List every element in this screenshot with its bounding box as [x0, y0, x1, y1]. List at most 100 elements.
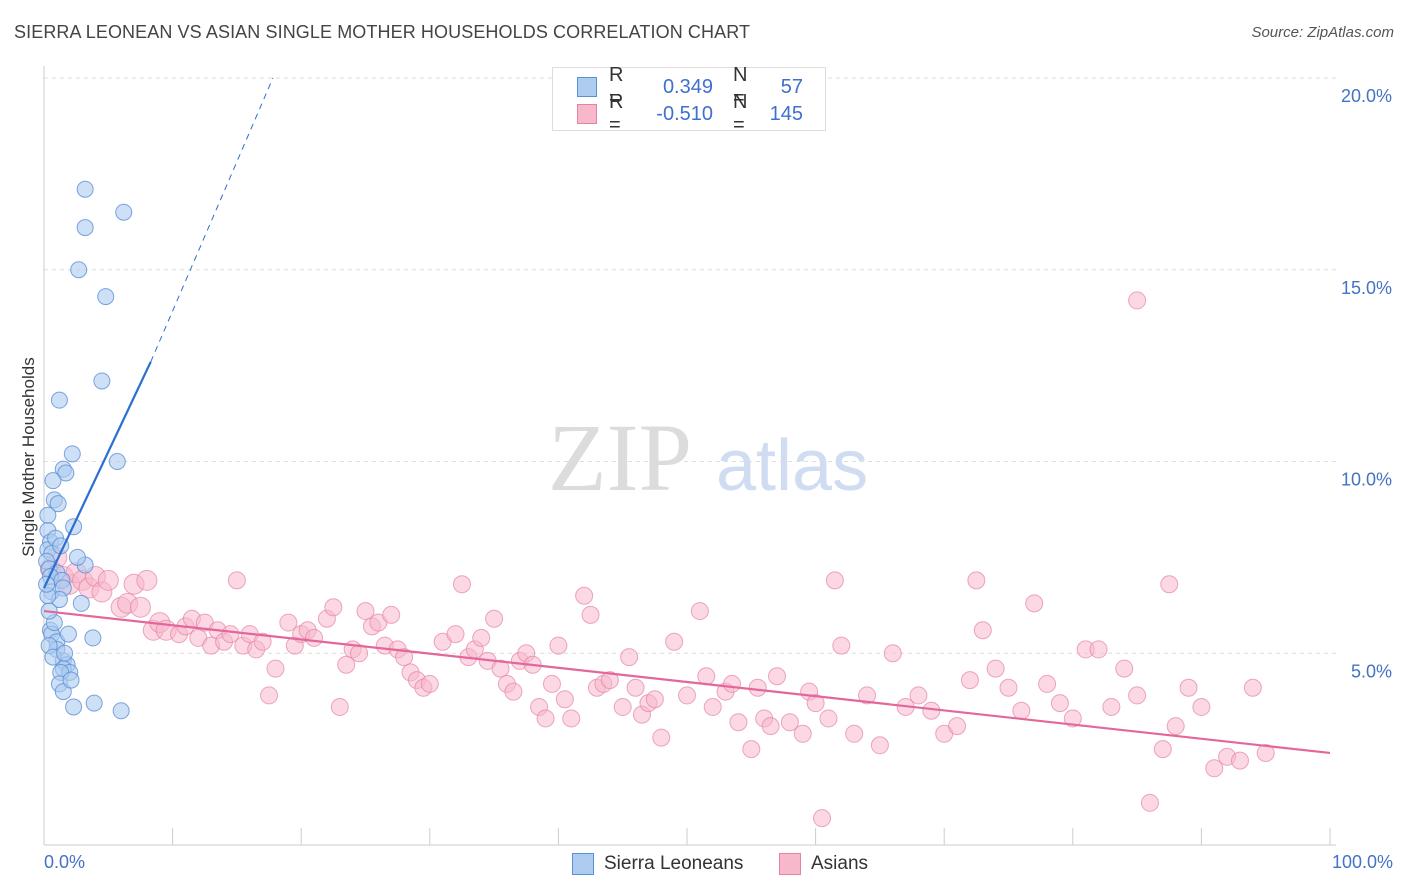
point-asians	[1230, 751, 1249, 770]
point-asians	[1102, 697, 1121, 716]
point-sierra-leoneans	[108, 453, 126, 470]
legend-row-asians: R = -0.510 N = 145	[577, 91, 803, 136]
point-asians	[1012, 701, 1031, 720]
point-asians	[845, 724, 864, 743]
point-asians	[626, 678, 645, 697]
point-asians	[420, 674, 439, 693]
trend-lines	[43, 77, 1331, 755]
point-asians	[748, 678, 767, 697]
point-asians	[870, 736, 889, 755]
y-tick-label: 20.0%	[1341, 86, 1392, 106]
point-asians	[1256, 743, 1275, 762]
point-asians	[768, 667, 787, 686]
series-asians	[39, 291, 1275, 828]
point-sierra-leoneans	[72, 594, 90, 612]
point-asians	[337, 655, 356, 674]
point-asians	[813, 809, 832, 828]
point-asians	[1115, 659, 1134, 678]
bottom-legend-label-asians: Asians	[811, 853, 869, 874]
point-asians	[1153, 740, 1172, 759]
point-sierra-leoneans	[70, 261, 88, 279]
bottom-legend-sierra-leoneans: Sierra Leoneans	[572, 852, 743, 876]
point-asians	[620, 648, 639, 667]
point-asians	[129, 596, 151, 618]
bottom-legend-asians: Asians	[779, 852, 868, 876]
point-sierra-leoneans	[44, 472, 62, 490]
point-asians	[1128, 686, 1147, 705]
source-label: Source: ZipAtlas.com	[1251, 24, 1394, 41]
point-sierra-leoneans	[97, 288, 115, 306]
point-asians	[665, 632, 684, 651]
legend-r-value: -0.510	[656, 102, 713, 125]
point-asians	[1128, 291, 1147, 310]
point-sierra-leoneans	[59, 625, 77, 643]
legend-swatch-blue	[577, 77, 597, 97]
point-asians	[999, 678, 1018, 697]
watermark-atlas: atlas	[716, 426, 868, 506]
point-asians	[652, 728, 671, 747]
y-tick-label: 10.0%	[1341, 470, 1392, 490]
point-asians	[1166, 717, 1185, 736]
watermark-zip: ZIP	[548, 404, 692, 511]
watermark: ZIP atlas	[548, 404, 868, 511]
point-asians	[97, 569, 119, 591]
point-sierra-leoneans	[57, 464, 75, 482]
point-asians	[986, 659, 1005, 678]
point-asians	[742, 740, 761, 759]
point-asians	[452, 575, 471, 594]
point-asians	[780, 713, 799, 732]
point-sierra-leoneans	[84, 629, 102, 647]
point-asians	[1063, 709, 1082, 728]
trend-line-extension-sierra-leoneans	[150, 77, 274, 362]
legend-r-label: R =	[609, 91, 624, 136]
y-tick-label: 5.0%	[1351, 661, 1392, 681]
point-asians	[832, 636, 851, 655]
point-asians	[613, 697, 632, 716]
chart-title: SIERRA LEONEAN VS ASIAN SINGLE MOTHER HO…	[14, 22, 751, 42]
point-asians	[1205, 759, 1224, 778]
point-asians	[825, 571, 844, 590]
point-asians	[1025, 594, 1044, 613]
legend-swatch-pink	[577, 104, 597, 124]
series-sierra-leoneans	[38, 180, 133, 720]
point-sierra-leoneans	[115, 203, 133, 221]
point-asians	[1192, 697, 1211, 716]
legend-r-label: R =	[609, 64, 624, 109]
legend: R = 0.349 N = 57 R = -0.510 N = 145	[552, 64, 826, 136]
point-asians	[575, 586, 594, 605]
point-sierra-leoneans	[68, 548, 86, 566]
grid	[43, 77, 1336, 845]
point-asians	[973, 621, 992, 640]
point-asians	[1050, 694, 1069, 713]
point-sierra-leoneans	[56, 644, 74, 662]
point-asians	[793, 724, 812, 743]
point-asians	[221, 625, 240, 644]
point-asians	[948, 717, 967, 736]
point-asians	[1140, 793, 1159, 812]
point-asians	[922, 701, 941, 720]
trend-line-sierra-leoneans	[43, 361, 152, 589]
point-asians	[858, 686, 877, 705]
point-asians	[703, 697, 722, 716]
point-asians	[960, 671, 979, 690]
point-sierra-leoneans	[65, 698, 83, 716]
legend-n-label: N =	[733, 64, 748, 109]
point-asians	[1038, 674, 1057, 693]
point-asians	[645, 690, 664, 709]
point-asians	[967, 571, 986, 590]
point-asians	[1243, 678, 1262, 697]
legend-n-label: N =	[733, 91, 748, 136]
point-asians	[330, 697, 349, 716]
bottom-legend-swatch-blue	[572, 853, 594, 875]
tick-labels: 5.0% 10.0% 15.0% 20.0% 0.0% 100.0%	[44, 86, 1393, 872]
legend-r-value: 0.349	[662, 75, 713, 98]
point-asians	[729, 713, 748, 732]
point-sierra-leoneans	[112, 702, 130, 720]
point-asians	[549, 636, 568, 655]
x-tick-label: 100.0%	[1332, 852, 1393, 872]
point-asians	[253, 632, 272, 651]
point-asians	[819, 709, 838, 728]
point-asians	[504, 682, 523, 701]
point-asians	[600, 671, 619, 690]
